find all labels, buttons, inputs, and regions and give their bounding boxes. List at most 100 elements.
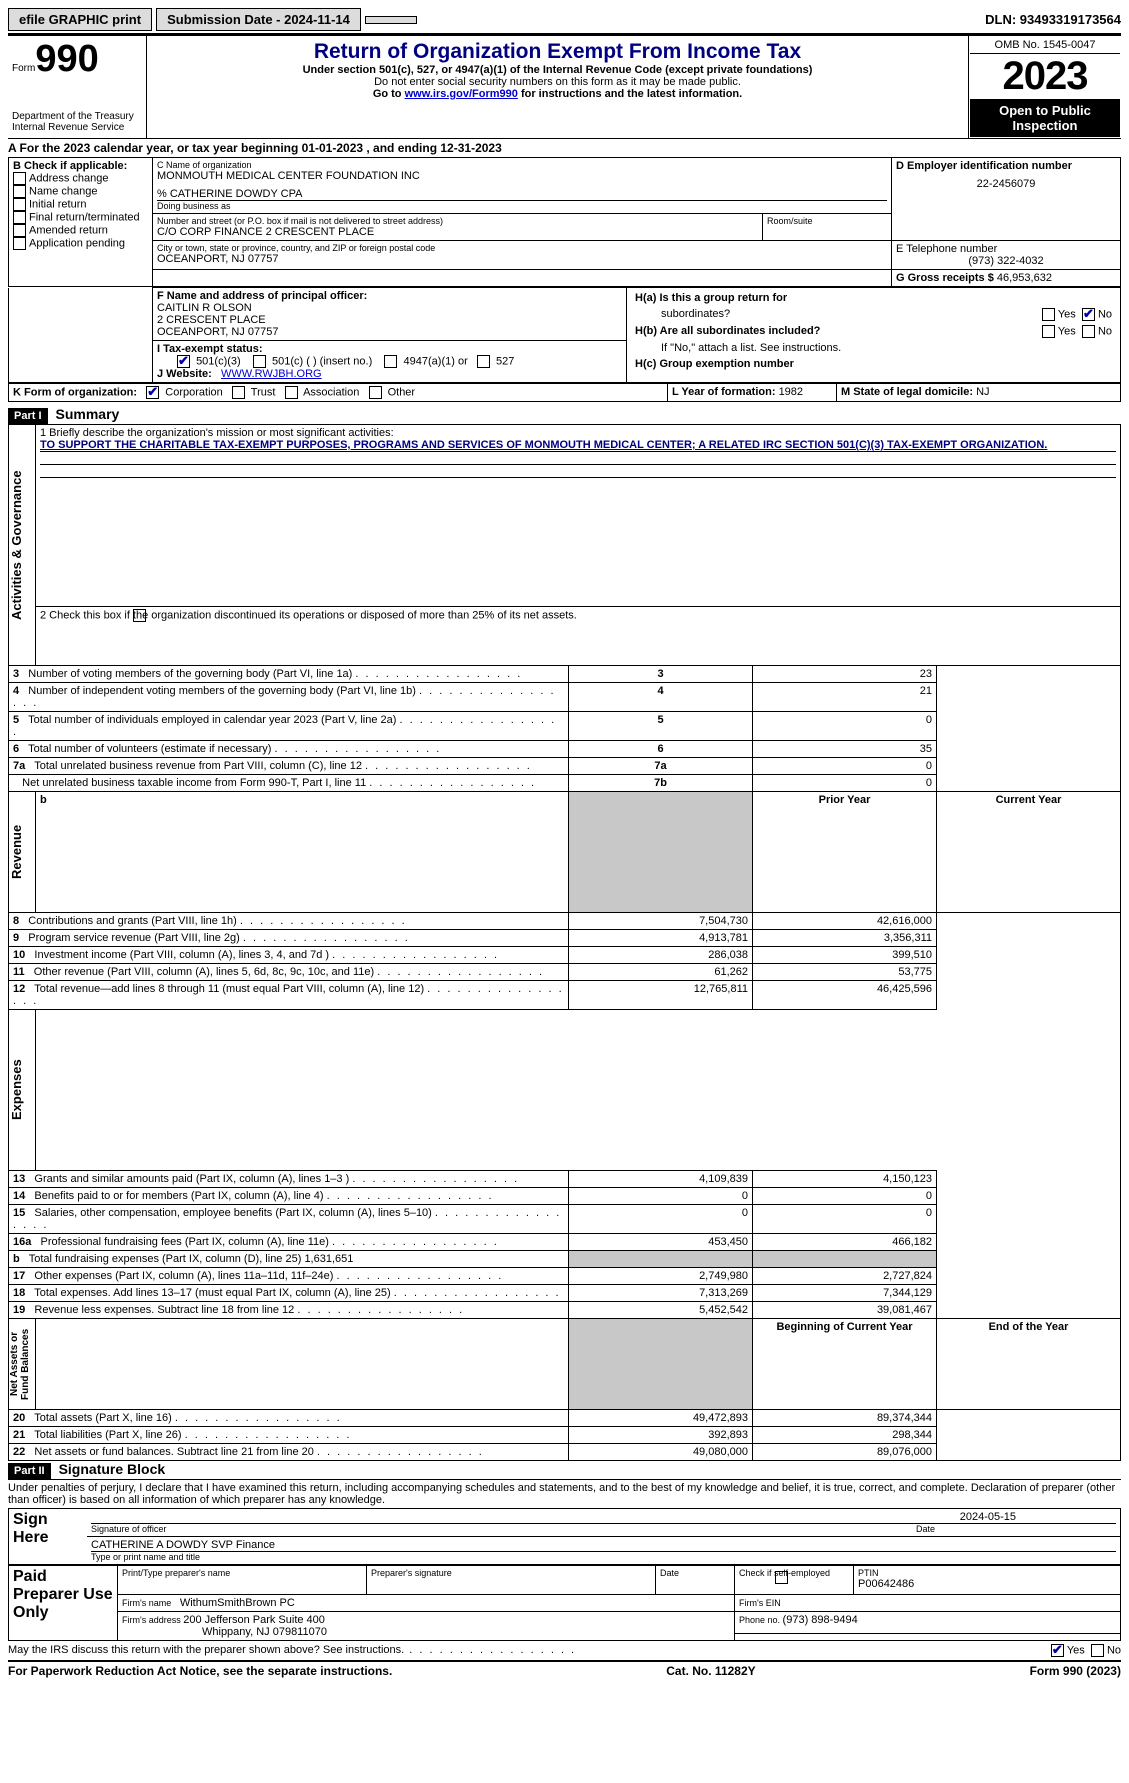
efile-button[interactable]: efile GRAPHIC print [8,8,152,31]
summary-row: 18 Total expenses. Add lines 13–17 (must… [9,1285,1121,1302]
street-label: Number and street (or P.O. box if mail i… [157,216,758,226]
website-link[interactable]: WWW.RWJBH.ORG [221,368,322,380]
dln-label: DLN: 93493319173564 [985,12,1121,27]
section-a-taxyear: A For the 2023 calendar year, or tax yea… [8,138,1121,157]
summary-row: 10 Investment income (Part VIII, column … [9,947,1121,964]
vlabel-net: Net Assets or Fund Balances [9,1319,31,1409]
discuss-yes-checkbox[interactable] [1051,1644,1064,1657]
final-return-checkbox[interactable] [13,211,26,224]
form-title: Return of Organization Exempt From Incom… [151,40,964,64]
name-change-checkbox[interactable] [13,185,26,198]
hb-yes-checkbox[interactable] [1042,325,1055,338]
public-inspection-badge: Open to Public Inspection [970,99,1120,137]
officer-l3: OCEANPORT, NJ 07757 [157,326,622,338]
mission-prompt: 1 Briefly describe the organization's mi… [40,427,1116,439]
trust-checkbox[interactable] [232,386,245,399]
corp-checkbox[interactable] [146,386,159,399]
summary-row: 20 Total assets (Part X, line 16) 49,472… [9,1410,1121,1427]
summary-row: 8 Contributions and grants (Part VIII, l… [9,913,1121,930]
vlabel-exp: Expenses [9,1010,24,1170]
blank-button [365,16,417,24]
k-l-m-row: K Form of organization: Corporation Trus… [8,383,1121,402]
phone-value: (973) 322-4032 [896,255,1116,267]
summary-row: 5 Total number of individuals employed i… [9,712,1121,741]
summary-table: Activities & Governance 1 Briefly descri… [8,424,1121,1461]
summary-row: 9 Program service revenue (Part VIII, li… [9,930,1121,947]
discuss-no-checkbox[interactable] [1091,1644,1104,1657]
care-of: % CATHERINE DOWDY CPA [157,188,887,200]
page-footer: For Paperwork Reduction Act Notice, see … [8,1662,1121,1678]
vlabel-ag: Activities & Governance [9,425,24,665]
officer-l2: 2 CRESCENT PLACE [157,314,622,326]
city-label: City or town, state or province, country… [157,243,887,253]
mission-text: TO SUPPORT THE CHARITABLE TAX-EXEMPT PUR… [40,439,1116,451]
firm-addr2: Whippany, NJ 079811070 [122,1626,730,1638]
summary-row: 21 Total liabilities (Part X, line 26) 3… [9,1427,1121,1444]
goto-line: Go to www.irs.gov/Form990 for instructio… [151,88,964,100]
part1-title: Summary [48,406,120,422]
tax-year: 2023 [1003,54,1088,98]
summary-row: 7a Total unrelated business revenue from… [9,758,1121,775]
ha-no-checkbox[interactable] [1082,308,1095,321]
box-e-label: E Telephone number [896,243,1116,255]
firm-addr1: 200 Jefferson Park Suite 400 [183,1614,325,1626]
prior-year-header: Prior Year [753,792,937,913]
part2-title: Signature Block [51,1461,166,1477]
box-c-label: C Name of organization [157,160,887,170]
box-g-label: G Gross receipts $ [896,272,994,284]
summary-row: 19 Revenue less expenses. Subtract line … [9,1302,1121,1319]
treasury-line2: Internal Revenue Service [12,122,142,133]
addr-change-checkbox[interactable] [13,172,26,185]
submission-button[interactable]: Submission Date - 2024-11-14 [156,8,361,31]
summary-row: 13 Grants and similar amounts paid (Part… [9,1171,1121,1188]
other-checkbox[interactable] [369,386,382,399]
sign-here-label: Sign Here [9,1509,88,1565]
self-employed-checkbox[interactable] [775,1571,788,1584]
form-number: 990 [35,38,98,80]
assoc-checkbox[interactable] [285,386,298,399]
sign-here-block: Sign Here 2024-05-15 Signature of office… [8,1508,1121,1565]
part2-label: Part II [8,1463,51,1479]
officer-boxes: F Name and address of principal officer:… [8,287,1121,383]
omb-number: OMB No. 1545-0047 [970,37,1120,54]
city-value: OCEANPORT, NJ 07757 [157,253,887,265]
initial-return-checkbox[interactable] [13,198,26,211]
paid-preparer-label: Paid Preparer Use Only [9,1566,118,1641]
summary-row: Net unrelated business taxable income fr… [9,775,1121,792]
tax-exempt-label: I Tax-exempt status: [157,343,263,355]
summary-row: 14 Benefits paid to or for members (Part… [9,1188,1121,1205]
officer-name: CATHERINE A DOWDY SVP Finance [91,1539,1116,1552]
top-toolbar: efile GRAPHIC print Submission Date - 20… [8,8,1121,31]
amended-checkbox[interactable] [13,224,26,237]
ha-yes-checkbox[interactable] [1042,308,1055,321]
end-year-header: End of the Year [937,1319,1121,1410]
beg-year-header: Beginning of Current Year [753,1319,937,1410]
form-warning: Do not enter social security numbers on … [151,76,964,88]
ptin-value: P00642486 [858,1578,1116,1590]
form-header: Form990 Department of the Treasury Inter… [8,36,1121,138]
4947-checkbox[interactable] [384,355,397,368]
ein-value: 22-2456079 [896,172,1116,196]
form-prefix: Form [12,63,35,74]
summary-row: 12 Total revenue—add lines 8 through 11 … [9,981,1121,1010]
501c3-checkbox[interactable] [177,355,190,368]
firm-name: WithumSmithBrown PC [180,1597,295,1609]
irs-link[interactable]: www.irs.gov/Form990 [405,88,518,100]
527-checkbox[interactable] [477,355,490,368]
dba-label: Doing business as [157,200,887,211]
summary-row: b Total fundraising expenses (Part IX, c… [9,1251,1121,1268]
current-year-header: Current Year [937,792,1121,913]
paid-preparer-block: Paid Preparer Use Only Print/Type prepar… [8,1565,1121,1641]
line2-checkbox[interactable] [133,609,146,622]
identity-boxes: B Check if applicable: Address change Na… [8,157,1121,287]
summary-row: 3 Number of voting members of the govern… [9,666,1121,683]
form-subtitle: Under section 501(c), 527, or 4947(a)(1)… [151,64,964,76]
hb-no-checkbox[interactable] [1082,325,1095,338]
summary-row: 16a Professional fundraising fees (Part … [9,1234,1121,1251]
501c-checkbox[interactable] [253,355,266,368]
vlabel-rev: Revenue [9,792,24,912]
pending-checkbox[interactable] [13,237,26,250]
gross-receipts: 46,953,632 [997,272,1052,284]
perjury-text: Under penalties of perjury, I declare th… [8,1479,1121,1508]
officer-l1: CAITLIN R OLSON [157,302,622,314]
